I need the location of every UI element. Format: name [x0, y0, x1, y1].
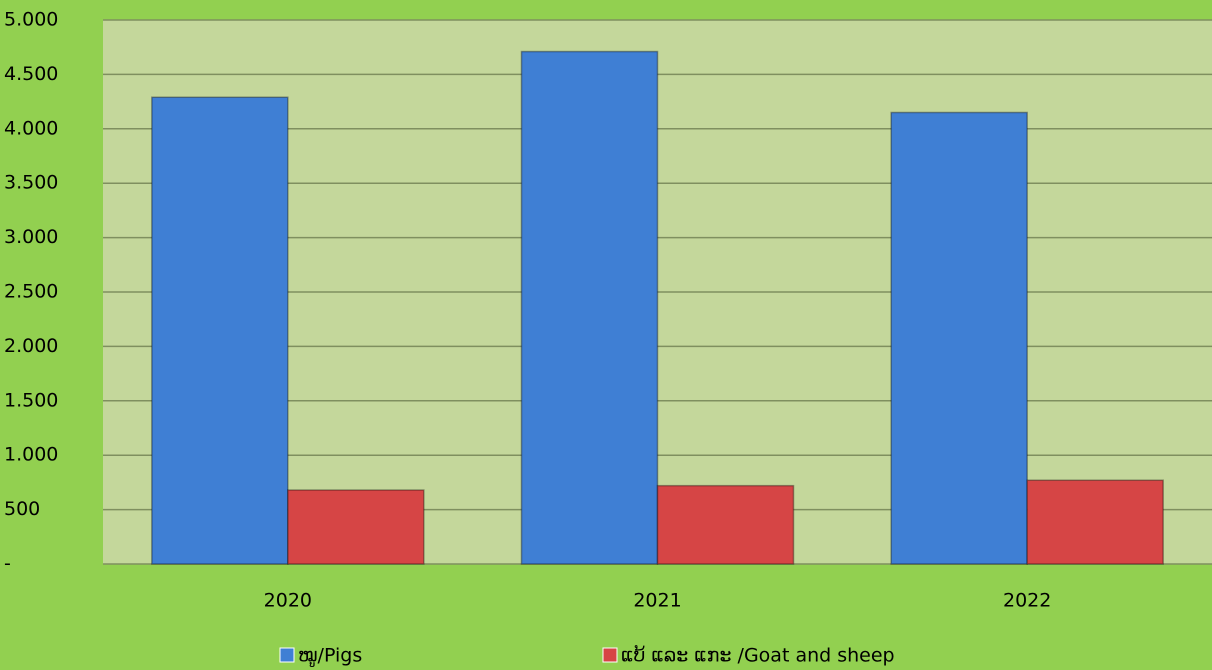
y-tick-label: 5.000	[4, 9, 58, 31]
y-tick-label: 4.500	[4, 63, 58, 85]
x-tick-label: 2022	[1003, 590, 1051, 612]
bar	[520, 50, 659, 565]
y-tick-label: 2.500	[4, 281, 58, 303]
y-tick-label: 3.000	[4, 226, 58, 248]
legend-swatch	[279, 647, 295, 663]
bar	[890, 111, 1028, 565]
y-tick-label: -	[4, 553, 11, 575]
y-tick-label: 3.500	[4, 172, 58, 194]
bar	[656, 484, 795, 565]
bar	[1026, 479, 1164, 565]
bar	[151, 96, 289, 565]
y-tick-label: 1.500	[4, 389, 58, 411]
y-tick-label: 4.000	[4, 117, 58, 139]
y-tick-label: 1.000	[4, 444, 58, 466]
legend-label: ໝູ/Pigs	[298, 645, 362, 669]
y-tick-label: 2.000	[4, 335, 58, 357]
x-tick-label: 2020	[264, 590, 312, 612]
legend-swatch	[602, 647, 618, 663]
x-tick-label: 2021	[633, 590, 681, 612]
legend-label: ແບ້ ແລະ ແກະ /Goat and sheep	[621, 645, 895, 667]
bar	[287, 489, 425, 565]
y-tick-label: 500	[4, 498, 40, 520]
